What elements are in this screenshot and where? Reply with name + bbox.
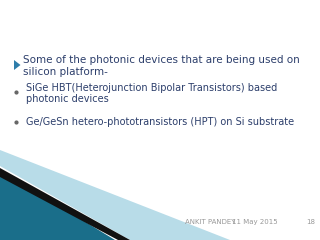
Text: Some of the photonic devices that are being used on: Some of the photonic devices that are be… <box>23 55 300 65</box>
Polygon shape <box>0 168 130 240</box>
Text: ANKIT PANDEY: ANKIT PANDEY <box>185 219 236 225</box>
Polygon shape <box>0 170 115 240</box>
Text: SiGe HBT(Heterojunction Bipolar Transistors) based: SiGe HBT(Heterojunction Bipolar Transist… <box>26 83 277 93</box>
Text: 18: 18 <box>306 219 315 225</box>
Text: silicon platform-: silicon platform- <box>23 67 108 77</box>
Text: photonic devices: photonic devices <box>26 94 109 104</box>
Polygon shape <box>14 60 20 70</box>
Text: 11 May 2015: 11 May 2015 <box>232 219 278 225</box>
Text: Ge/GeSn hetero-phototransistors (HPT) on Si substrate: Ge/GeSn hetero-phototransistors (HPT) on… <box>26 117 294 127</box>
Polygon shape <box>0 150 230 240</box>
